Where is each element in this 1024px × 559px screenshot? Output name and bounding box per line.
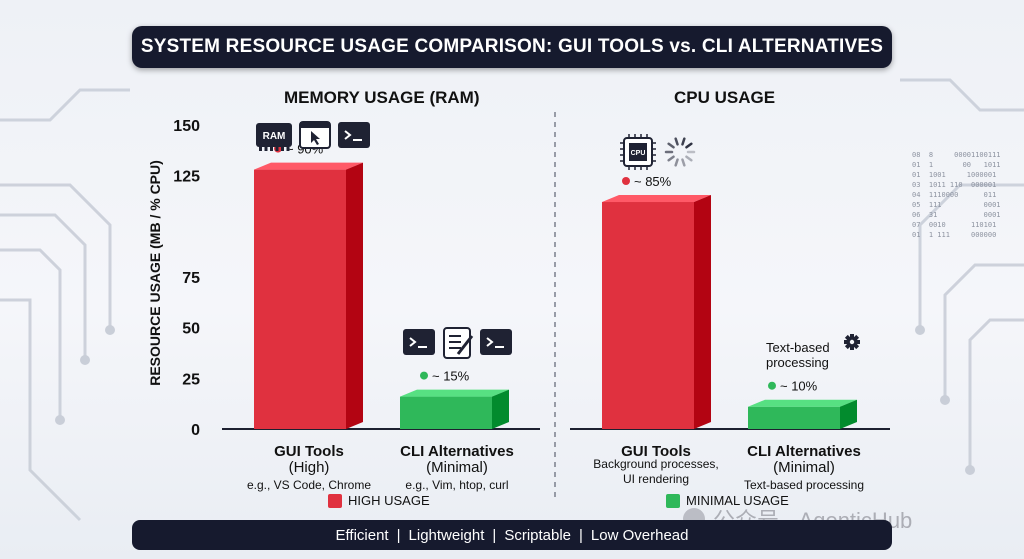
spinner-tick [681,158,686,167]
minimal-bar-top [748,399,857,407]
spinner-tick [667,142,675,149]
gear-icon [844,334,860,350]
category-sublabel: (Minimal) [426,459,488,476]
bottom-tag-efficient: Efficient [335,526,389,544]
ram-chip-label: RAM [263,131,286,142]
category-label: GUI Tools [274,443,344,460]
bottom-tag-low-overhead: Low Overhead [590,526,689,544]
cpu-chip-label: CPU [631,150,646,157]
ram-chip-icon: RAM [256,123,292,151]
terminal-icon [338,122,370,148]
terminal-icon [403,329,435,355]
bottom-separator: | [492,526,497,544]
ram-chip-pin [281,147,284,151]
gear-tooth [850,334,854,338]
terminal-icon [480,329,512,355]
category-note: e.g., VS Code, Chrome [247,478,371,492]
side-label: Text-based [766,340,830,355]
spinner-tick [681,137,686,146]
category-sublabel: (Minimal) [773,459,835,476]
side-label: processing [766,355,829,370]
terminal-icon-prompt [344,130,352,140]
category-label: GUI Tools [621,443,691,460]
cursor-window-icon [299,121,331,149]
bottom-separator: | [579,526,583,544]
spinner-tick [674,137,679,146]
annotation-label: ~ 15% [432,369,470,384]
minimal-bar-side [840,399,857,429]
terminal-icon-frame [480,329,512,355]
annotation-dot [768,381,776,390]
binary-decoration: 08 8 00001100111 01 1 00 1011 01 1001 10… [912,151,1001,239]
chart-title: SYSTEM RESOURCE USAGE COMPARISON: GUI TO… [140,36,884,57]
y-tick-label: 25 [182,371,200,388]
minimal-bar-front [748,406,840,429]
gear-hole [849,339,855,345]
spinner-tick [685,155,693,162]
y-axis-label: RESOURCE USAGE (MB / % CPU) [147,160,163,386]
cpu-panel-title: CPU USAGE [674,88,776,107]
legend-minimal-label: MINIMAL USAGE [686,493,789,508]
category-note: Text-based processing [744,478,864,492]
spinner-icon [664,137,696,167]
high-bar-front [602,202,694,429]
spinner-tick [674,158,679,167]
category-label: CLI Alternatives [400,443,514,460]
notepad-pencil [456,335,474,355]
ram-chip-pin [270,147,273,151]
terminal-icon-prompt [409,337,417,347]
high-bar-side [346,162,363,429]
legend-minimal-swatch [666,493,680,508]
legend-high-label: HIGH USAGE [348,493,430,508]
annotation-dot [420,371,428,380]
legend-high-swatch [328,493,342,508]
legend-high: HIGH USAGE [328,493,430,508]
bottom-tag-scriptable: Scriptable [504,526,572,544]
y-tick-label: 125 [173,169,200,186]
minimal-bar-top [400,389,509,397]
window-titlebar [300,122,330,128]
terminal-icon-prompt [486,337,494,347]
notepad-icon [443,327,474,359]
ram-chip-pin [275,147,279,151]
spinner-tick [667,155,675,162]
category-label: CLI Alternatives [747,443,861,460]
cpu-chip-core [629,143,647,161]
y-tick-label: 0 [191,422,200,439]
spinner-tick [685,142,693,149]
ram-chip-pin [259,147,262,151]
high-bar-top [602,195,711,203]
minimal-bar-side [492,389,509,429]
bottom-separator: | [396,526,401,544]
y-tick-label: 150 [173,118,200,135]
high-bar-top [254,162,363,170]
annotation-dot [622,177,630,186]
memory-panel-title: MEMORY USAGE (RAM) [284,88,480,107]
bottom-tag-lightweight: Lightweight [408,526,485,544]
title-banner: SYSTEM RESOURCE USAGE COMPARISON: GUI TO… [132,26,892,68]
category-sublabel: (High) [289,459,330,476]
annotation-label: ~ 10% [780,379,818,394]
high-bar-front [254,169,346,429]
cursor-icon [311,131,320,145]
ram-chip-pin [286,147,290,151]
terminal-icon-frame [338,122,370,148]
ram-chip-pin [264,147,268,151]
category-note: e.g., Vim, htop, curl [405,478,508,492]
legend-minimal: MINIMAL USAGE [666,493,789,508]
high-bar-side [694,195,711,429]
minimal-bar-front [400,396,492,429]
bottom-bar: Efficient | Lightweight | Scriptable | L… [132,520,892,550]
y-tick-label: 75 [182,270,200,287]
cpu-chip-icon: CPU [620,134,656,170]
y-tick-label: 50 [182,321,200,338]
ram-chip-body [256,123,292,147]
category-note: UI rendering [623,472,689,486]
terminal-icon-frame [403,329,435,355]
annotation-label: ~ 85% [634,174,672,189]
category-note: Background processes, [593,457,718,471]
gear-tooth [850,346,854,350]
